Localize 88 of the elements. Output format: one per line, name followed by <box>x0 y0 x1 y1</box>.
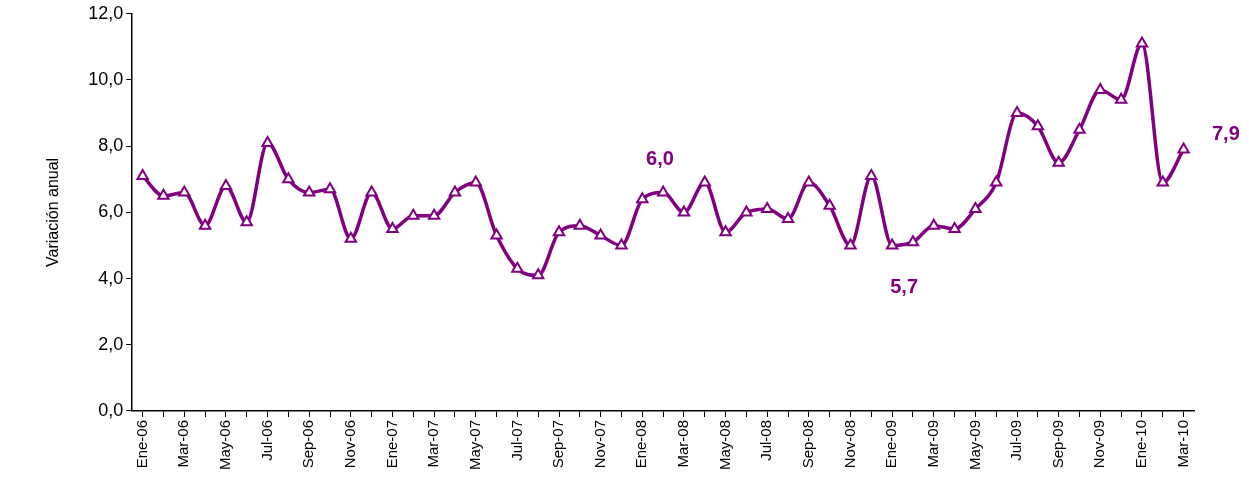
point <box>761 202 774 214</box>
text: 7,9 <box>1211 122 1240 145</box>
point <box>511 261 524 273</box>
point <box>740 205 753 217</box>
point <box>885 238 899 250</box>
y-tick-label: 12,0 <box>88 2 124 23</box>
point <box>532 268 545 280</box>
point <box>781 212 795 224</box>
y-axis-title: Variación anual <box>44 157 62 267</box>
point <box>719 225 732 237</box>
point <box>261 135 274 147</box>
point <box>303 185 316 197</box>
point <box>1156 175 1169 187</box>
x-tick-label: Nov-06 <box>340 419 358 469</box>
x-tick-label: Mar-06 <box>174 419 192 468</box>
y-tick-label: 2,0 <box>98 333 124 354</box>
point <box>407 208 420 220</box>
point <box>802 175 816 187</box>
point <box>927 218 940 230</box>
x-tick-label: Ene-06 <box>132 419 150 469</box>
x-tick-label: Nov-08 <box>840 419 858 469</box>
y-tick-label: 4,0 <box>98 267 124 288</box>
point <box>490 228 503 240</box>
point <box>219 178 233 190</box>
point <box>323 182 337 194</box>
point <box>469 175 482 187</box>
x-tick-label: Jul-09 <box>1007 419 1025 461</box>
x-tick-label: Sep-08 <box>798 419 816 469</box>
point <box>698 175 711 187</box>
x-tick-label: Nov-07 <box>590 419 608 469</box>
point <box>615 238 628 250</box>
x-tick-label: Sep-06 <box>299 419 317 469</box>
y-tick-label: 6,0 <box>98 201 124 222</box>
point <box>427 208 441 220</box>
x-tick-label: Mar-07 <box>424 419 442 468</box>
point <box>990 175 1003 187</box>
point <box>906 235 920 247</box>
point <box>823 198 836 210</box>
point <box>1052 155 1065 167</box>
point <box>948 221 961 233</box>
x-tick-label: Mar-10 <box>1173 419 1191 468</box>
x-tick-label: Ene-10 <box>1132 419 1150 469</box>
point <box>365 185 378 197</box>
x-tick-label: Nov-09 <box>1090 419 1108 469</box>
y-tick-label: 0,0 <box>98 399 124 420</box>
point <box>677 205 691 217</box>
point <box>198 218 212 230</box>
x-tick-label: Sep-09 <box>1048 419 1066 469</box>
x-tick-label: Jul-08 <box>757 419 775 461</box>
point <box>240 215 253 227</box>
point <box>178 185 191 197</box>
point <box>282 172 295 184</box>
point <box>636 192 649 204</box>
point <box>344 231 358 243</box>
x-tick-label: Jul-07 <box>507 419 525 461</box>
point <box>1010 106 1024 118</box>
x-tick-label: Ene-07 <box>382 419 400 469</box>
point <box>386 221 399 233</box>
x-tick-label: May-07 <box>465 419 483 471</box>
point <box>1135 36 1149 48</box>
x-tick-label: Mar-09 <box>923 419 941 468</box>
point <box>1031 119 1045 131</box>
point <box>1177 142 1190 154</box>
x-tick-label: Ene-09 <box>882 419 900 469</box>
x-tick-label: May-09 <box>965 419 983 471</box>
x-tick-label: May-06 <box>216 419 234 471</box>
point <box>594 228 607 240</box>
point <box>157 188 170 200</box>
point <box>1094 82 1107 94</box>
x-tick-label: Mar-08 <box>674 419 692 468</box>
point <box>969 202 982 214</box>
point <box>552 225 566 237</box>
annotation: 6,0 <box>646 146 674 169</box>
x-tick-label: Jul-06 <box>257 419 275 461</box>
x-tick-label: May-08 <box>715 419 733 471</box>
point <box>865 168 878 180</box>
point <box>136 168 149 180</box>
point <box>573 218 587 230</box>
annotation: 5,7 <box>890 274 919 297</box>
point <box>656 185 670 197</box>
y-tick-label: 8,0 <box>98 135 124 156</box>
point <box>1073 122 1086 134</box>
point <box>1114 92 1128 104</box>
y-tick-label: 10,0 <box>88 68 124 89</box>
x-tick-label: Sep-07 <box>549 419 567 469</box>
point <box>844 238 857 250</box>
x-tick-label: Ene-08 <box>632 419 650 469</box>
point <box>448 185 462 197</box>
